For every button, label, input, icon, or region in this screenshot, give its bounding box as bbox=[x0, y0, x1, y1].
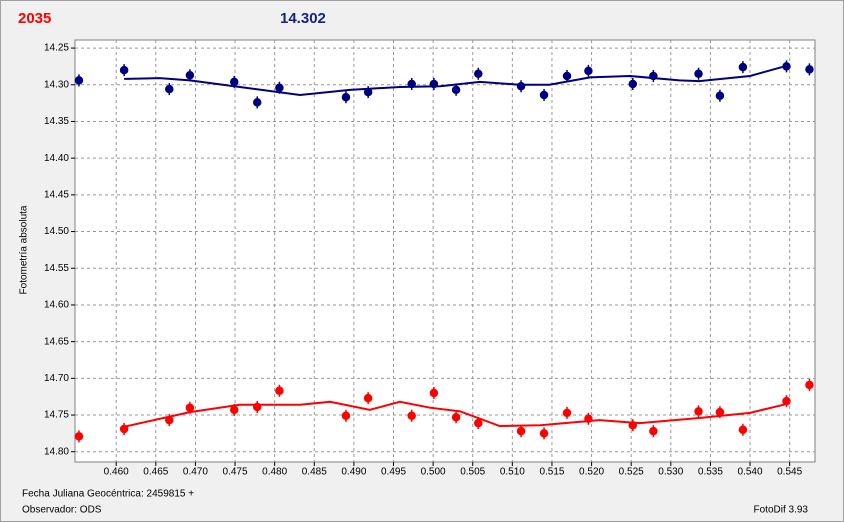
data-point bbox=[539, 89, 549, 102]
x-tick-label: 0.510 bbox=[500, 467, 525, 478]
x-tick-label: 0.535 bbox=[698, 467, 723, 478]
data-point bbox=[715, 89, 725, 102]
data-point bbox=[74, 430, 84, 443]
x-tick-label: 0.485 bbox=[302, 467, 327, 478]
y-tick-label: 14.50 bbox=[44, 226, 69, 237]
footer-observer: Observador: ODS bbox=[22, 505, 102, 516]
fit-line bbox=[124, 63, 790, 97]
y-tick-label: 14.35 bbox=[44, 116, 69, 127]
data-point bbox=[185, 401, 195, 414]
y-tick-label: 14.30 bbox=[44, 79, 69, 90]
data-point bbox=[694, 405, 703, 418]
y-tick-label: 14.25 bbox=[44, 43, 69, 54]
data-point bbox=[562, 69, 572, 82]
data-point bbox=[516, 80, 526, 93]
x-tick-label: 0.505 bbox=[460, 467, 485, 478]
x-tick-label: 0.545 bbox=[777, 467, 802, 478]
x-tick-label: 0.530 bbox=[658, 467, 683, 478]
data-point bbox=[516, 425, 526, 438]
data-point bbox=[252, 96, 262, 109]
y-tick-label: 14.65 bbox=[44, 336, 69, 347]
data-point bbox=[74, 74, 84, 87]
x-tick-label: 0.515 bbox=[539, 467, 564, 478]
x-tick-label: 0.540 bbox=[738, 467, 763, 478]
y-tick-label: 14.55 bbox=[44, 263, 69, 274]
data-point bbox=[738, 61, 748, 74]
data-point bbox=[341, 409, 351, 422]
x-tick-label: 0.495 bbox=[381, 467, 406, 478]
y-tick-label: 14.80 bbox=[44, 446, 69, 457]
data-point bbox=[694, 67, 703, 80]
data-point bbox=[584, 64, 593, 77]
data-point bbox=[185, 69, 195, 82]
data-point bbox=[275, 384, 284, 397]
data-point bbox=[474, 67, 483, 80]
data-point bbox=[738, 423, 748, 436]
data-point bbox=[628, 78, 638, 91]
data-point bbox=[275, 81, 284, 94]
chart-subtitle: 14.302 bbox=[280, 10, 326, 27]
data-point bbox=[805, 378, 814, 391]
data-point bbox=[429, 387, 439, 400]
x-tick-label: 0.470 bbox=[183, 467, 208, 478]
plot-area bbox=[74, 39, 816, 463]
x-tick-label: 0.520 bbox=[579, 467, 604, 478]
y-tick-label: 14.45 bbox=[44, 189, 69, 200]
y-tick-label: 14.75 bbox=[44, 410, 69, 421]
x-tick-label: 0.525 bbox=[619, 467, 644, 478]
fit-line bbox=[123, 400, 790, 428]
data-point bbox=[341, 91, 351, 104]
x-tick-label: 0.490 bbox=[341, 467, 366, 478]
x-tick-label: 0.460 bbox=[104, 467, 129, 478]
footer-date: Fecha Juliana Geocéntrica: 2459815 + bbox=[22, 489, 194, 500]
x-tick-label: 0.475 bbox=[223, 467, 248, 478]
data-point bbox=[562, 406, 572, 419]
data-point bbox=[119, 64, 129, 77]
data-point bbox=[165, 83, 174, 96]
y-tick-label: 14.60 bbox=[44, 300, 69, 311]
x-tick-label: 0.480 bbox=[262, 467, 287, 478]
x-tick-label: 0.500 bbox=[421, 467, 446, 478]
data-point bbox=[649, 425, 658, 438]
data-point bbox=[539, 427, 549, 440]
version: FotoDif 3.93 bbox=[754, 505, 809, 516]
x-tick-label: 0.465 bbox=[143, 467, 168, 478]
chart-title: 2035 bbox=[18, 10, 51, 27]
y-tick-label: 14.70 bbox=[44, 373, 69, 384]
data-point bbox=[407, 409, 416, 422]
y-tick-label: 14.40 bbox=[44, 153, 69, 164]
data-point bbox=[805, 63, 814, 76]
data-point bbox=[451, 83, 461, 96]
data-point bbox=[363, 392, 373, 405]
y-axis-label: Fotometría absoluta bbox=[19, 205, 30, 294]
data-point bbox=[451, 411, 461, 424]
